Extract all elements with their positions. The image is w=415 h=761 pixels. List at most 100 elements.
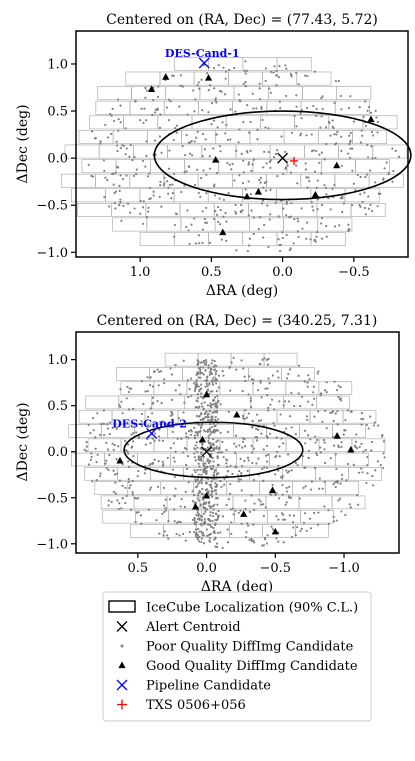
poor-quality-point — [296, 182, 299, 185]
poor-quality-point — [367, 207, 370, 210]
poor-quality-point — [195, 521, 198, 524]
poor-quality-point — [145, 140, 148, 143]
poor-quality-point — [242, 120, 245, 124]
legend: IceCube Localization (90% C.L.)Alert Cen… — [102, 591, 372, 722]
poor-quality-point — [202, 502, 205, 505]
poor-quality-point — [166, 534, 169, 537]
poor-quality-point — [161, 420, 164, 423]
poor-quality-point — [118, 403, 121, 407]
poor-quality-point — [209, 402, 212, 405]
poor-quality-point — [164, 509, 168, 512]
poor-quality-point — [262, 448, 265, 451]
poor-quality-point — [335, 142, 338, 145]
poor-quality-point — [201, 210, 204, 213]
poor-quality-point — [204, 430, 207, 433]
poor-quality-point — [269, 166, 272, 169]
poor-quality-point — [194, 478, 197, 481]
poor-quality-point — [285, 214, 288, 217]
poor-quality-point — [213, 431, 216, 434]
panel-2-title: Centered on (RA, Dec) = (340.25, 7.31) — [97, 313, 378, 329]
poor-quality-point — [208, 392, 211, 396]
poor-quality-point — [359, 141, 363, 144]
poor-quality-point — [99, 142, 102, 145]
poor-quality-point — [287, 495, 291, 498]
poor-quality-point — [207, 440, 210, 443]
poor-quality-point — [266, 436, 269, 439]
poor-quality-point — [202, 373, 205, 376]
poor-quality-point — [243, 69, 246, 72]
poor-quality-point — [183, 446, 186, 450]
poor-quality-point — [263, 181, 267, 185]
poor-quality-point — [229, 508, 232, 511]
poor-quality-point — [125, 494, 128, 497]
poor-quality-point — [227, 191, 230, 195]
poor-quality-point — [237, 511, 240, 515]
poor-quality-point — [265, 542, 269, 545]
poor-quality-point — [133, 207, 136, 210]
legend-swatch-ellipse — [108, 600, 136, 613]
poor-quality-point — [313, 397, 316, 400]
poor-quality-point — [319, 392, 323, 395]
ccd-outline — [85, 395, 120, 410]
poor-quality-point — [201, 371, 204, 375]
poor-quality-point — [311, 403, 314, 406]
poor-quality-point — [108, 453, 111, 457]
poor-quality-point — [262, 236, 265, 239]
poor-quality-point — [288, 248, 291, 252]
poor-quality-point — [209, 367, 212, 370]
poor-quality-point — [209, 404, 212, 408]
poor-quality-point — [307, 434, 310, 437]
poor-quality-point — [187, 141, 190, 144]
poor-quality-point — [161, 512, 164, 515]
poor-quality-point — [316, 372, 319, 375]
poor-quality-point — [110, 132, 113, 136]
poor-quality-point — [342, 202, 346, 205]
poor-quality-point — [158, 439, 161, 442]
poor-quality-point — [348, 142, 351, 146]
poor-quality-point — [190, 394, 193, 398]
poor-quality-point — [235, 445, 238, 448]
poor-quality-point — [229, 464, 232, 467]
poor-quality-point — [124, 153, 127, 156]
poor-quality-point — [241, 414, 244, 417]
poor-quality-point — [316, 208, 319, 211]
poor-quality-point — [153, 432, 157, 435]
poor-quality-point — [317, 370, 320, 373]
poor-quality-point — [131, 491, 134, 494]
poor-quality-point — [156, 95, 160, 98]
poor-quality-point — [213, 489, 216, 492]
poor-quality-point — [230, 521, 233, 524]
poor-quality-point — [350, 410, 353, 413]
poor-quality-point — [250, 451, 254, 454]
poor-quality-point — [205, 361, 208, 364]
poor-quality-point — [211, 378, 214, 382]
poor-quality-point — [130, 433, 133, 436]
poor-quality-point — [364, 175, 367, 179]
poor-quality-point — [327, 522, 330, 526]
poor-quality-point — [381, 434, 384, 437]
poor-quality-point — [111, 426, 114, 429]
poor-quality-point — [166, 423, 169, 426]
poor-quality-point — [323, 389, 327, 392]
poor-quality-point — [145, 89, 148, 92]
poor-quality-point — [128, 155, 131, 158]
poor-quality-point — [135, 168, 138, 171]
poor-quality-point — [274, 201, 277, 204]
poor-quality-point — [197, 482, 200, 485]
poor-quality-point — [199, 372, 202, 375]
poor-quality-point — [202, 417, 205, 420]
poor-quality-point — [391, 180, 394, 183]
ccd-outline — [96, 86, 132, 101]
poor-quality-point — [367, 105, 371, 109]
poor-quality-point — [309, 488, 313, 491]
poor-quality-point — [213, 399, 216, 402]
poor-quality-point — [323, 448, 326, 451]
poor-quality-point — [256, 138, 259, 141]
poor-quality-point — [257, 227, 260, 231]
poor-quality-point — [227, 470, 230, 473]
poor-quality-point — [332, 515, 335, 519]
poor-quality-point — [320, 217, 324, 220]
poor-quality-point — [363, 206, 367, 210]
poor-quality-point — [112, 490, 116, 493]
poor-quality-point — [225, 448, 228, 451]
